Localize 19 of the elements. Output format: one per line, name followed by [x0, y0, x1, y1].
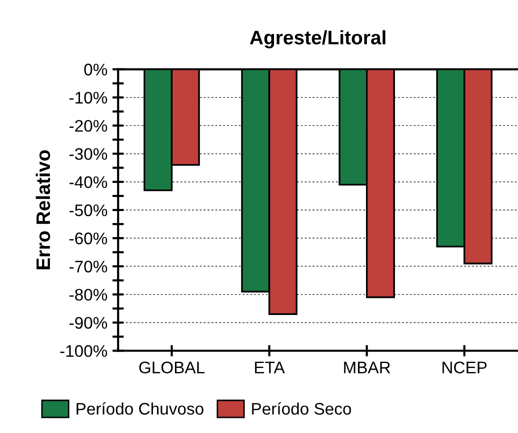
y-tick-label: -20% — [70, 120, 108, 132]
y-tick-label: -100% — [60, 345, 108, 357]
x-tick-label: MBAR — [344, 362, 390, 374]
x-tick-label: GLOBAL — [139, 362, 205, 374]
y-tick-label: -50% — [70, 204, 108, 216]
y-tick-label: -10% — [70, 92, 108, 104]
y-tick-label: -90% — [70, 316, 108, 329]
y-axis-title: Erro Relativo — [36, 150, 50, 270]
y-tick-label: -40% — [70, 176, 108, 188]
x-tick-label: NCEP — [442, 362, 487, 374]
legend-label: Período Seco — [252, 402, 352, 415]
y-tick-label: -30% — [70, 148, 108, 160]
y-tick-label: -80% — [70, 288, 108, 301]
y-tick-label: -70% — [70, 260, 108, 272]
chart-title: Agreste/Litoral — [250, 30, 386, 48]
y-tick-label: 0% — [84, 64, 108, 76]
legend-label: Período Chuvoso — [76, 402, 204, 415]
y-tick-label: -60% — [70, 232, 108, 244]
x-tick-label: ETA — [255, 362, 285, 374]
